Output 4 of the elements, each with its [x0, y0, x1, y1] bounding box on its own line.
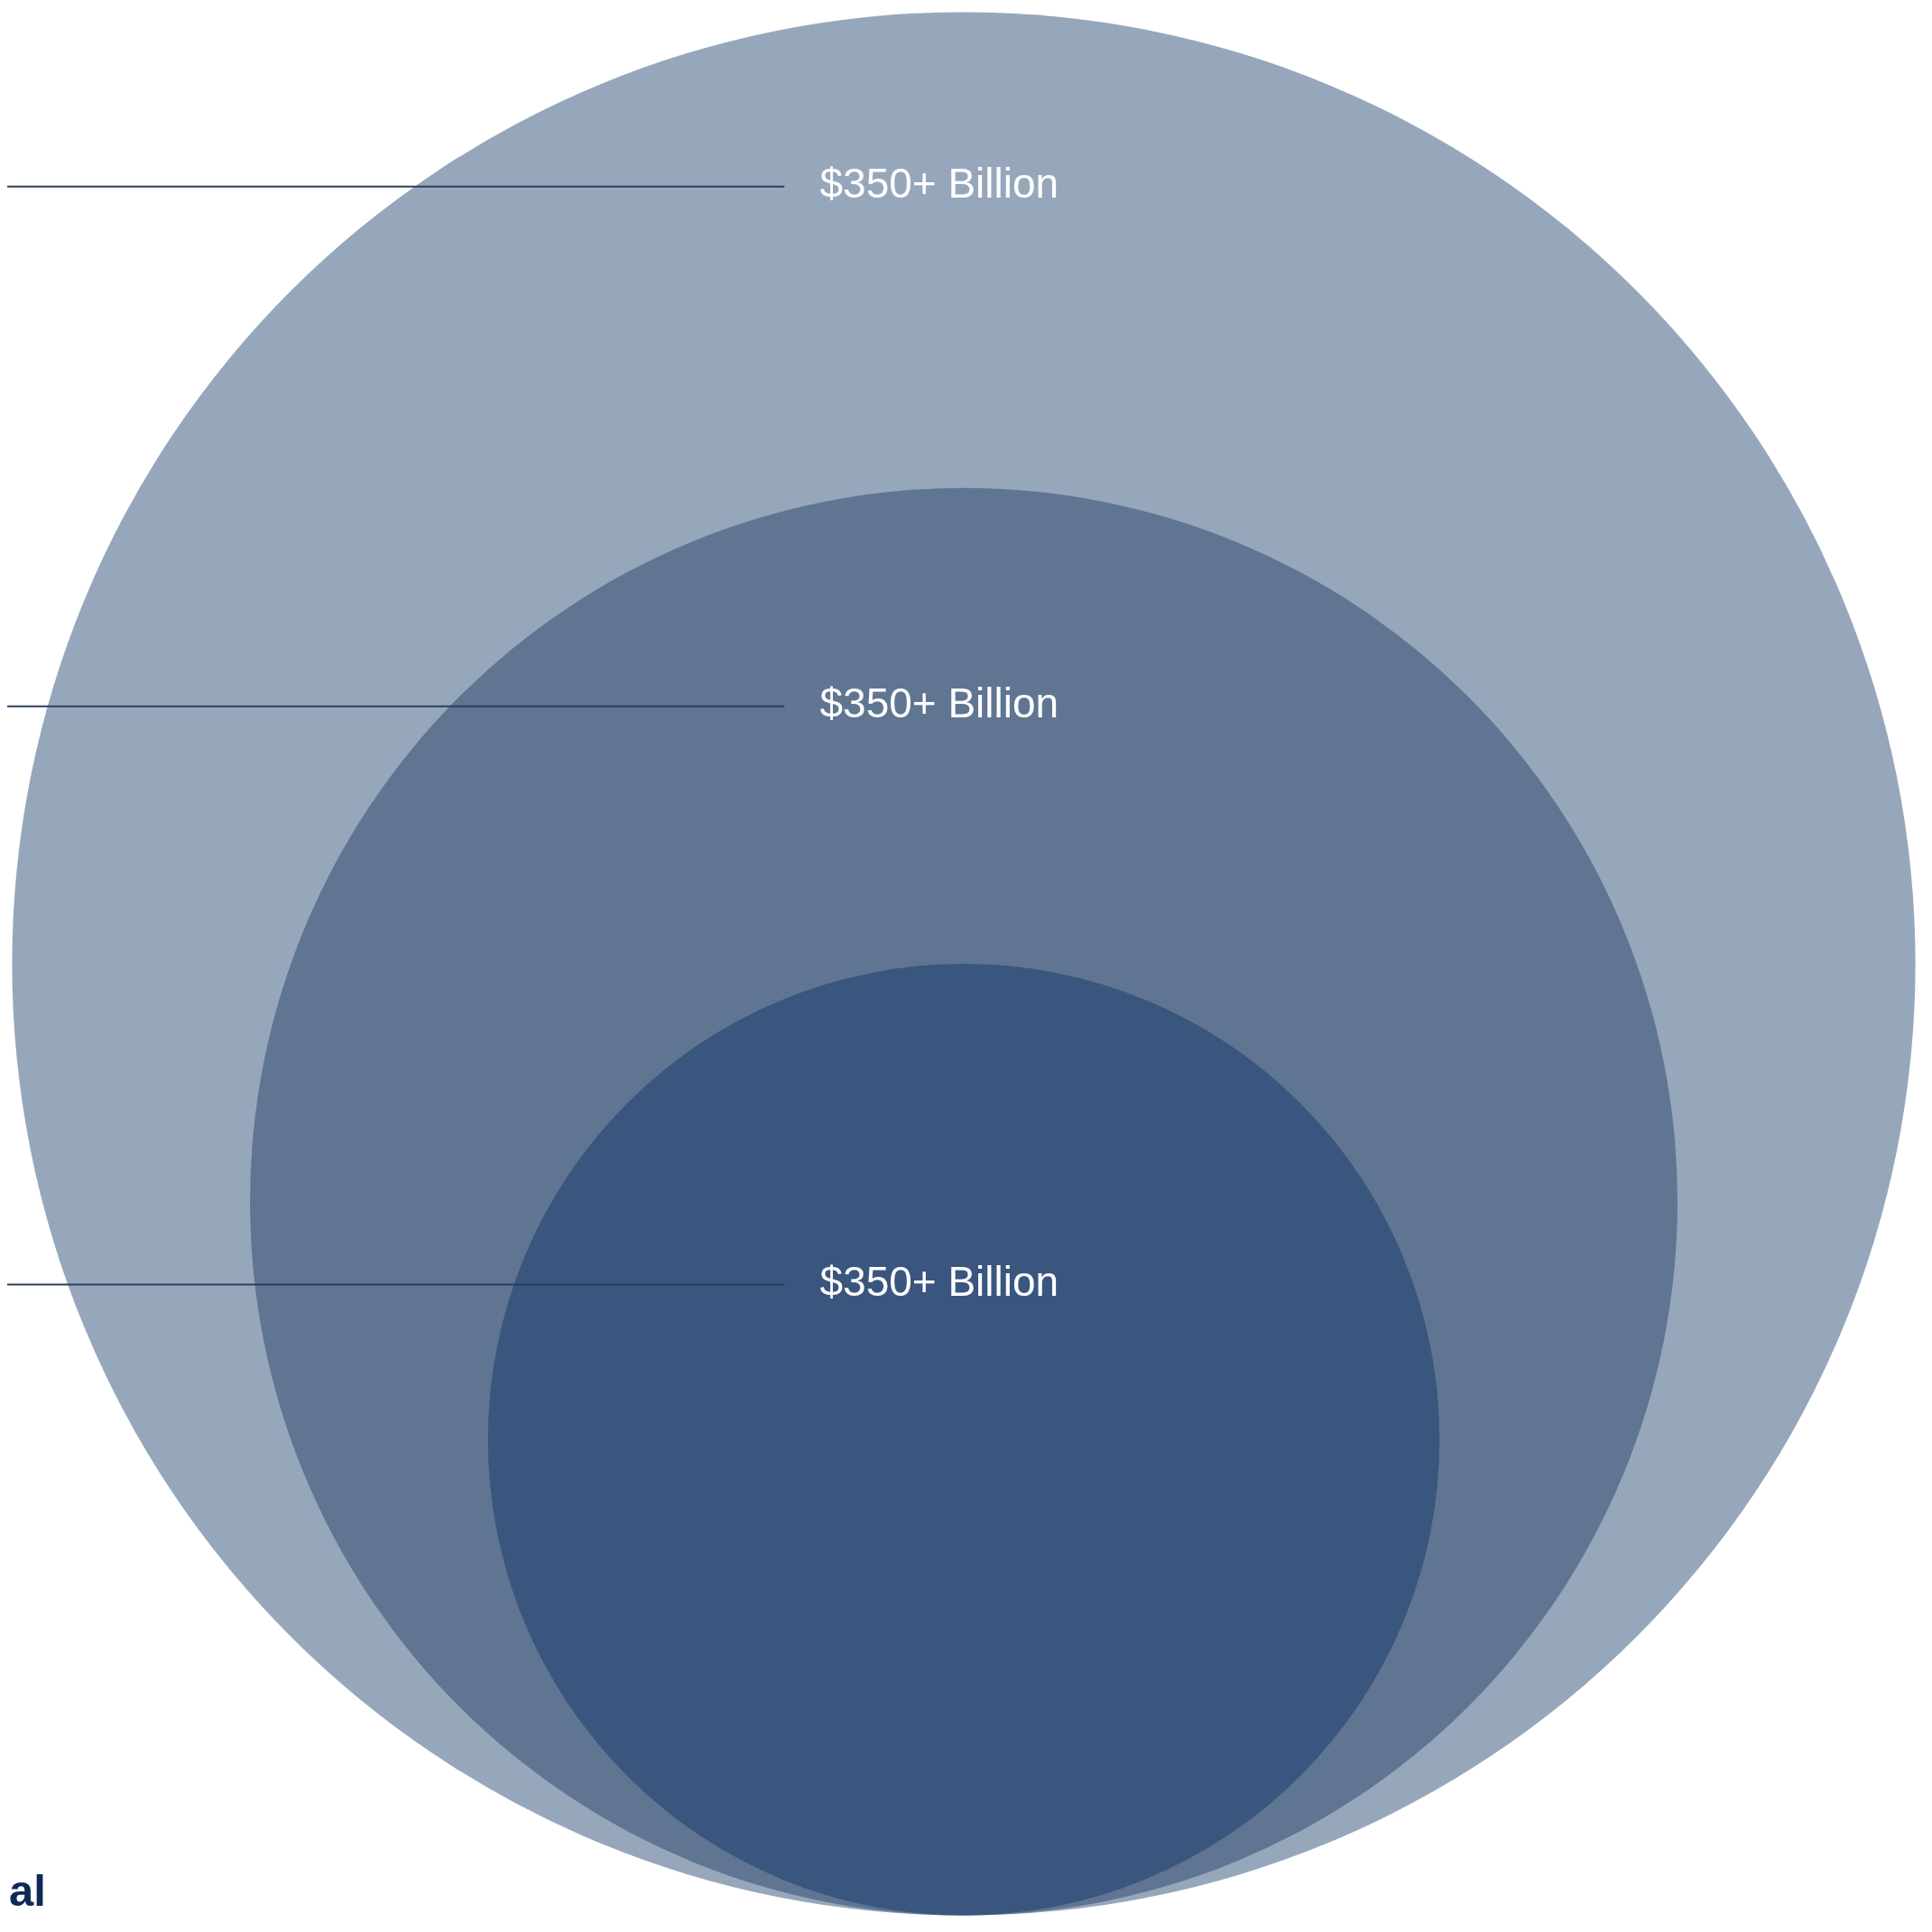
data-label: $350+ Billion — [819, 1258, 1059, 1306]
data-label: $350+ Billion — [819, 160, 1059, 208]
text: al — [9, 1865, 46, 1915]
data-label: $350+ Billion — [819, 679, 1059, 727]
